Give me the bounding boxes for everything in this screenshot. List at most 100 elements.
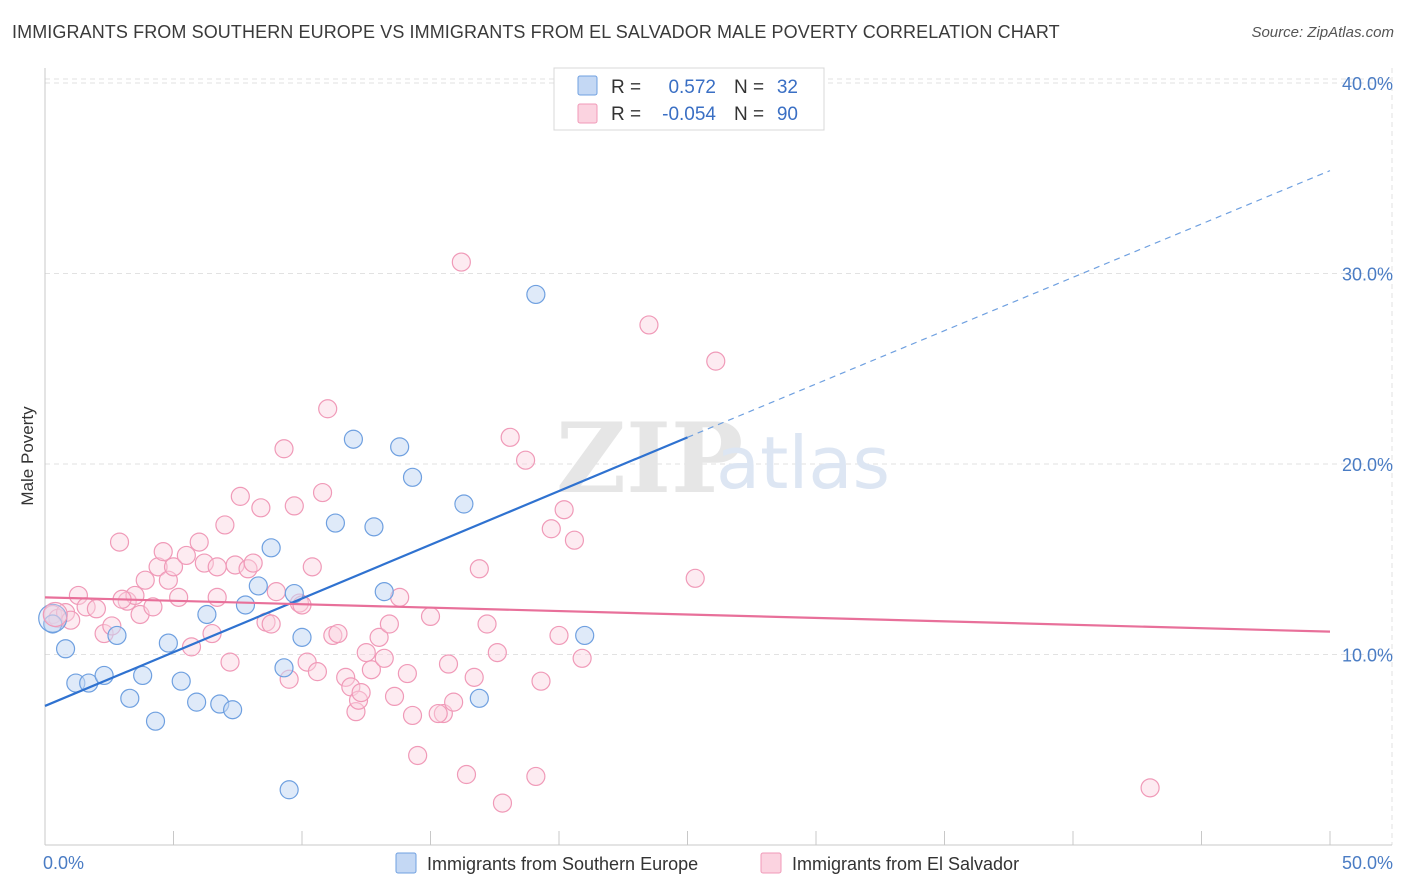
legend-n-label-0: N = (734, 77, 764, 98)
point-southern-europe-31 (575, 625, 595, 646)
legend-r-value-1: -0.054 (662, 104, 716, 125)
point-southern-europe-23 (343, 429, 363, 449)
point-el-salvador-78 (554, 500, 574, 520)
point-el-salvador-54 (374, 648, 394, 668)
point-el-salvador-56 (384, 686, 405, 707)
legend-n-value-0: 32 (777, 77, 798, 98)
axes (44, 68, 1392, 846)
point-el-salvador-52 (361, 660, 381, 680)
point-el-salvador-46 (328, 623, 348, 644)
point-el-salvador-74 (526, 766, 546, 787)
legend-r-label-1: R = (611, 104, 641, 125)
point-el-salvador-18 (163, 557, 184, 577)
point-el-salvador-20 (176, 545, 196, 566)
point-el-salvador-80 (572, 648, 592, 668)
trend-lines (44, 170, 1331, 707)
point-el-salvador-72 (500, 427, 520, 447)
legend-n-value-1: 90 (777, 104, 798, 125)
point-el-salvador-65 (451, 252, 471, 272)
point-southern-europe-24 (364, 517, 384, 537)
y-tick-labels: 10.0% 20.0% 30.0% 40.0% (1342, 74, 1393, 666)
point-southern-europe-11 (187, 692, 207, 712)
point-el-salvador-4 (68, 585, 89, 606)
point-el-salvador-63 (438, 654, 459, 674)
trend-line-southern-europe (44, 436, 688, 707)
point-el-salvador-49 (346, 702, 366, 722)
point-el-salvador-25 (207, 587, 227, 607)
source-credit: Source: ZipAtlas.com (1251, 24, 1394, 41)
point-el-salvador-76 (541, 519, 561, 539)
trend-line-el-salvador (44, 596, 1331, 633)
y-axis-label: Male Poverty (18, 406, 37, 506)
point-el-salvador-86 (351, 682, 371, 703)
point-el-salvador-36 (274, 439, 294, 459)
trend-line-extension-southern-europe (687, 170, 1331, 438)
point-el-salvador-19 (169, 587, 189, 607)
point-el-salvador-77 (549, 625, 569, 646)
point-el-salvador-85 (428, 703, 448, 724)
point-southern-europe-6 (120, 688, 140, 708)
legend-swatch-el-salvador (577, 103, 598, 124)
point-southern-europe-17 (261, 538, 281, 558)
grid-lines (45, 68, 1393, 845)
point-el-salvador-64 (444, 692, 464, 712)
point-el-salvador-29 (230, 486, 250, 506)
bottom-legend-swatch-southern-europe (395, 852, 417, 874)
point-el-salvador-47 (336, 667, 356, 687)
bottom-legend-label-el-salvador: Immigrants from El Salvador (792, 854, 1019, 874)
chart-title: IMMIGRANTS FROM SOUTHERN EUROPE VS IMMIG… (12, 22, 1060, 42)
point-el-salvador-88 (207, 557, 227, 577)
point-el-salvador-41 (302, 557, 322, 577)
data-points (38, 252, 1160, 813)
point-el-salvador-9 (109, 532, 130, 552)
point-southern-europe-1 (55, 639, 76, 659)
point-el-salvador-22 (189, 532, 209, 552)
point-southern-europe-30 (526, 284, 546, 305)
point-el-salvador-44 (318, 399, 338, 419)
point-el-salvador-83 (706, 351, 726, 371)
point-el-salvador-61 (420, 606, 441, 627)
point-southern-europe-5 (107, 625, 127, 646)
point-el-salvador-30 (238, 559, 258, 579)
point-southern-europe-25 (374, 582, 394, 602)
point-el-salvador-6 (86, 599, 107, 619)
point-el-salvador-16 (153, 542, 173, 562)
point-el-salvador-69 (477, 614, 497, 634)
point-el-salvador-67 (464, 667, 484, 687)
point-el-salvador-81 (639, 315, 659, 335)
point-southern-europe-18 (274, 658, 294, 678)
y-tick-label-2: 30.0% (1342, 265, 1393, 285)
point-cluster-el-salvador (42, 601, 68, 628)
point-southern-europe-7 (133, 665, 153, 686)
point-southern-europe-14 (223, 700, 243, 720)
point-el-salvador-31 (243, 553, 263, 573)
watermark-zip: ZIP (556, 402, 743, 515)
bottom-legend-label-southern-europe: Immigrants from Southern Europe (427, 854, 698, 874)
y-tick-label-3: 40.0% (1342, 74, 1393, 94)
point-el-salvador-60 (408, 745, 428, 766)
point-southern-europe-27 (402, 467, 423, 487)
point-el-salvador-23 (194, 553, 214, 573)
stats-legend: R = 0.572 N = 32 R = -0.054 N = 90 (553, 67, 825, 131)
point-el-salvador-43 (312, 482, 333, 503)
point-el-salvador-51 (356, 642, 376, 663)
point-southern-europe-28 (454, 494, 474, 514)
point-el-salvador-27 (220, 652, 240, 672)
legend-swatch-southern-europe (577, 75, 598, 96)
point-el-salvador-14 (143, 597, 163, 617)
y-tick-label-0: 10.0% (1342, 646, 1393, 666)
point-southern-europe-21 (292, 627, 312, 647)
point-el-salvador-71 (492, 793, 513, 813)
point-el-salvador-70 (487, 642, 507, 663)
point-el-salvador-50 (348, 690, 369, 710)
point-el-salvador-38 (284, 496, 304, 516)
point-el-salvador-79 (564, 530, 585, 550)
point-southern-europe-8 (145, 711, 166, 731)
legend-r-label-0: R = (611, 77, 641, 98)
series-legend: Immigrants from Southern Europe Immigran… (395, 852, 1019, 874)
point-el-salvador-34 (261, 614, 281, 634)
y-tick-label-1: 20.0% (1342, 455, 1393, 475)
point-el-salvador-26 (215, 515, 235, 535)
point-el-salvador-13 (135, 570, 155, 590)
x-tick-label-1: 50.0% (1342, 853, 1393, 873)
